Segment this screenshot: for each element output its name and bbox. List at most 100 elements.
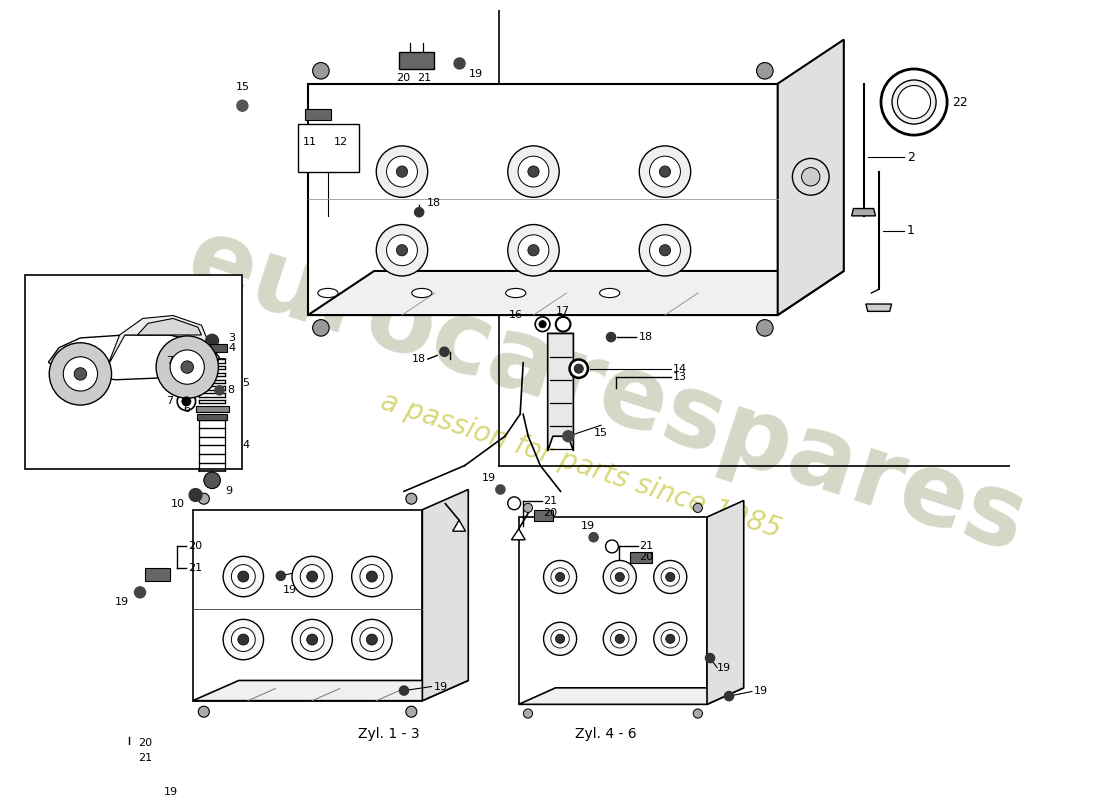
Text: 20: 20 [188,542,202,551]
Circle shape [182,356,191,366]
Circle shape [666,572,675,582]
Polygon shape [308,84,778,315]
Circle shape [366,571,377,582]
Circle shape [189,489,202,502]
Text: 10: 10 [170,499,185,509]
Circle shape [415,208,424,217]
Circle shape [757,320,773,336]
Circle shape [153,777,163,786]
Circle shape [508,225,559,276]
Text: 7: 7 [166,356,174,366]
Circle shape [156,336,219,398]
Bar [399,53,433,69]
Circle shape [556,317,571,331]
Circle shape [366,634,377,645]
Polygon shape [192,510,422,701]
Polygon shape [707,501,744,704]
Circle shape [615,572,625,582]
Circle shape [238,571,249,582]
Circle shape [524,503,532,513]
Circle shape [556,634,564,643]
Polygon shape [192,681,469,701]
Polygon shape [138,318,201,335]
Circle shape [198,493,209,504]
Text: 19: 19 [114,597,129,606]
Circle shape [693,709,703,718]
Text: 19: 19 [754,686,768,697]
Circle shape [524,709,532,718]
Bar [298,124,359,172]
Circle shape [352,619,392,660]
Circle shape [605,540,618,553]
Text: 19: 19 [482,474,496,483]
Circle shape [300,628,324,651]
Circle shape [802,167,820,186]
Text: 15: 15 [235,82,250,92]
Circle shape [204,472,220,489]
Text: 19: 19 [164,787,177,798]
Text: 21: 21 [639,542,653,551]
Polygon shape [107,315,209,367]
Bar [197,345,227,352]
Circle shape [659,245,671,256]
Circle shape [376,225,428,276]
Text: 1: 1 [906,224,914,237]
Circle shape [177,392,196,410]
Text: 19: 19 [581,522,595,531]
Circle shape [74,368,87,380]
Text: 21: 21 [188,563,202,574]
Circle shape [508,146,559,198]
Text: eurocarespares: eurocarespares [175,210,1037,574]
Circle shape [134,587,145,598]
Text: 18: 18 [427,198,441,208]
Circle shape [588,533,598,542]
Circle shape [276,571,285,580]
Circle shape [615,634,625,643]
Circle shape [574,364,583,374]
Text: 21: 21 [543,495,558,506]
Text: 15: 15 [594,427,608,438]
Polygon shape [548,334,573,451]
Circle shape [757,62,773,79]
Circle shape [603,622,636,655]
Circle shape [496,485,505,494]
Polygon shape [866,304,892,311]
Circle shape [653,622,686,655]
Text: 7: 7 [166,396,174,406]
Text: 20: 20 [138,738,152,748]
Circle shape [386,156,417,187]
Circle shape [518,156,549,187]
Circle shape [214,386,224,395]
Circle shape [386,235,417,266]
Text: 11: 11 [302,138,317,147]
Circle shape [543,561,576,594]
Circle shape [650,156,681,187]
Ellipse shape [600,289,619,298]
Circle shape [661,630,680,648]
Circle shape [50,342,111,405]
Circle shape [528,166,539,178]
Ellipse shape [506,289,526,298]
Circle shape [659,166,671,178]
Circle shape [292,619,332,660]
Text: 9: 9 [226,486,232,496]
Circle shape [182,361,194,374]
Circle shape [551,630,570,648]
Circle shape [725,691,734,701]
Circle shape [198,706,209,718]
Text: Zyl. 1 - 3: Zyl. 1 - 3 [358,726,420,741]
Polygon shape [851,209,876,216]
Text: 4: 4 [229,343,235,353]
Text: 18: 18 [411,354,426,364]
Circle shape [653,561,686,594]
Text: 19: 19 [433,682,448,691]
Text: 14: 14 [673,364,688,374]
Circle shape [307,571,318,582]
Circle shape [454,58,465,69]
Circle shape [570,359,587,378]
Text: 20: 20 [543,508,558,518]
Text: 2: 2 [906,150,914,164]
Circle shape [352,556,392,597]
Polygon shape [453,520,465,531]
Text: 18: 18 [639,332,653,342]
